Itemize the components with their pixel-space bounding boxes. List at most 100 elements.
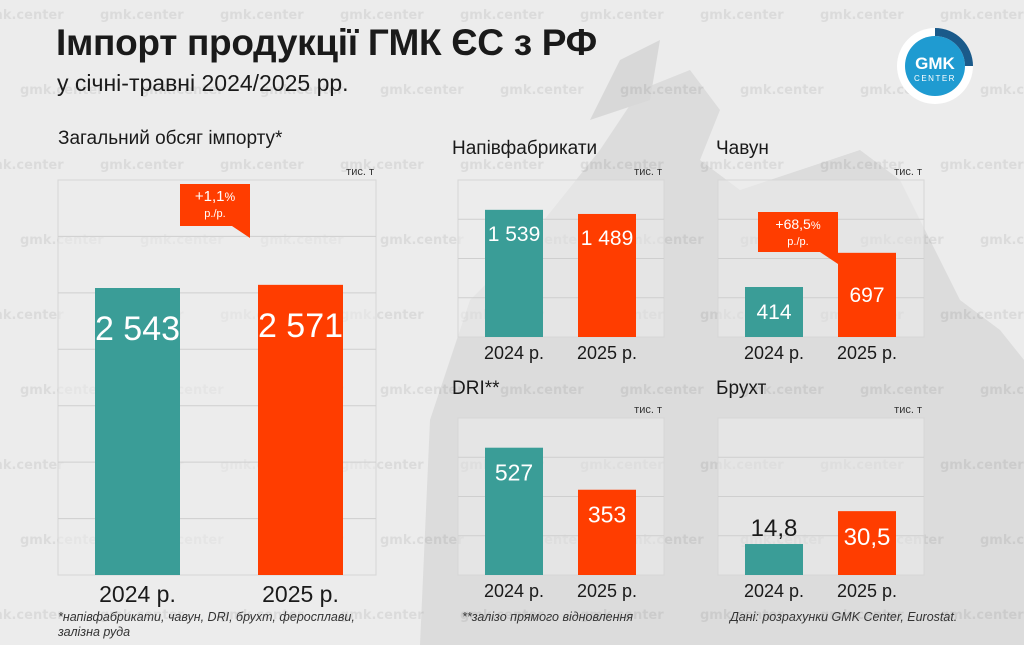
- bar-semis-2025: [578, 213, 636, 337]
- bar-total-2025: [258, 284, 343, 575]
- category-label-scrap: 2025 р.: [837, 581, 897, 601]
- change-pct-total: +1,1%: [195, 188, 236, 205]
- panel-title-total: Загальний обсяг імпорту*: [58, 128, 283, 149]
- watermark-text: gmk.center: [500, 83, 584, 98]
- watermark-text: gmk.center: [460, 608, 544, 623]
- watermark-text: gmk.center: [580, 608, 664, 623]
- watermark-text: gmk.center: [220, 8, 304, 23]
- watermark-text: gmk.center: [940, 158, 1024, 173]
- change-pct-pigiron: +68,5%: [775, 216, 820, 232]
- value-label-dri: 353: [588, 502, 626, 528]
- watermark-text: gmk.center: [380, 233, 464, 248]
- bar-dri-2025: [578, 489, 636, 575]
- watermark-text: gmk.center: [980, 83, 1024, 98]
- change-badge-pointer: [820, 252, 838, 264]
- panel-title-pigiron: Чавун: [716, 138, 769, 159]
- watermark-text: gmk.center: [940, 608, 1024, 623]
- watermark-text: gmk.center: [0, 158, 64, 173]
- watermark-text: gmk.center: [140, 83, 224, 98]
- watermark-text: gmk.center: [500, 383, 584, 398]
- page-subtitle: у січні-травні 2024/2025 рр.: [57, 70, 349, 96]
- watermark-text: gmk.center: [260, 83, 344, 98]
- unit-label-dri: тис. т: [634, 404, 662, 416]
- watermark-text: gmk.center: [820, 608, 904, 623]
- change-badge-pigiron: [758, 212, 838, 252]
- category-label-semis: 2024 р.: [484, 343, 544, 363]
- change-badge-total: [180, 184, 250, 226]
- footnote-left: *напівфабрикати, чавун, DRI, брухт, феро…: [58, 610, 355, 639]
- watermark-text: gmk.center: [380, 383, 464, 398]
- bar-dri-2024: [485, 447, 543, 575]
- watermark-text: gmk.center: [340, 608, 424, 623]
- category-label-semis: 2025 р.: [577, 343, 637, 363]
- watermark-text: gmk.center: [20, 83, 104, 98]
- footnote-middle: **залізо прямого відновлення: [462, 610, 634, 624]
- page-title: Імпорт продукції ГМК ЄС з РФ: [56, 22, 597, 63]
- gmk-center-logo: GMK CENTER: [897, 28, 973, 104]
- bar-pigiron-2025: [838, 252, 896, 337]
- watermark-text: gmk.center: [100, 8, 184, 23]
- logo-text-center: CENTER: [914, 74, 956, 83]
- category-label-total: 2024 р.: [99, 581, 176, 607]
- watermark-text: gmk.center: [820, 158, 904, 173]
- change-unit-total: р./р.: [204, 208, 225, 220]
- category-label-pigiron: 2024 р.: [744, 343, 804, 363]
- watermark-text: gmk.center: [0, 608, 64, 623]
- value-label-total: 2 571: [258, 307, 343, 345]
- watermark-text: gmk.center: [0, 458, 64, 473]
- watermark-text: gmk.center: [380, 533, 464, 548]
- watermark-text: gmk.center: [580, 158, 664, 173]
- value-label-total: 2 543: [95, 310, 180, 348]
- watermark-text: gmk.center: [700, 608, 784, 623]
- watermark-text: gmk.center: [220, 158, 304, 173]
- logo-text-gmk: GMK: [915, 54, 955, 73]
- bar-semis-2024: [485, 209, 543, 337]
- value-label-semis: 1 539: [488, 223, 541, 246]
- value-label-pigiron: 697: [849, 284, 884, 307]
- category-label-pigiron: 2025 р.: [837, 343, 897, 363]
- value-label-scrap: 14,8: [751, 515, 798, 542]
- change-unit-pigiron: р./р.: [787, 236, 808, 248]
- watermark-text: gmk.center: [980, 233, 1024, 248]
- category-label-dri: 2025 р.: [577, 581, 637, 601]
- watermark-text: gmk.center: [620, 83, 704, 98]
- panel-title-dri: DRI**: [452, 378, 500, 399]
- category-label-scrap: 2024 р.: [744, 581, 804, 601]
- unit-label-pigiron: тис. т: [894, 166, 922, 178]
- value-label-semis: 1 489: [581, 227, 634, 250]
- watermark-text: gmk.center: [340, 8, 424, 23]
- watermark-text: gmk.center: [340, 158, 424, 173]
- value-label-pigiron: 414: [756, 301, 791, 324]
- value-label-dri: 527: [495, 460, 533, 486]
- unit-label-semis: тис. т: [634, 166, 662, 178]
- watermark-text: gmk.center: [0, 8, 64, 23]
- unit-label-total: тис. т: [346, 166, 374, 178]
- panel-title-scrap: Брухт: [716, 378, 767, 399]
- watermark-text: gmk.center: [700, 8, 784, 23]
- watermark-text: gmk.center: [460, 8, 544, 23]
- watermark-text: gmk.center: [100, 608, 184, 623]
- watermark-text: gmk.center: [860, 383, 944, 398]
- value-label-scrap: 30,5: [844, 524, 891, 551]
- panel-title-semis: Напівфабрикати: [452, 138, 598, 159]
- category-label-dri: 2024 р.: [484, 581, 544, 601]
- watermark-text: gmk.center: [0, 308, 64, 323]
- watermark-text: gmk.center: [940, 8, 1024, 23]
- watermark-text: gmk.center: [940, 308, 1024, 323]
- watermark-text: gmk.center: [820, 8, 904, 23]
- bar-scrap-2024: [745, 544, 803, 575]
- footnote-right: Дані: розрахунки GMK Center, Eurostat.: [730, 610, 958, 624]
- category-label-total: 2025 р.: [262, 581, 339, 607]
- watermark-text: gmk.center: [580, 8, 664, 23]
- watermark-text: gmk.center: [980, 383, 1024, 398]
- watermark-text: gmk.center: [620, 383, 704, 398]
- unit-label-scrap: тис. т: [894, 404, 922, 416]
- bar-pigiron-2024: [745, 287, 803, 337]
- watermark-text: gmk.center: [740, 383, 824, 398]
- watermark-text: gmk.center: [380, 83, 464, 98]
- watermark-text: gmk.center: [460, 158, 544, 173]
- watermark-text: gmk.center: [700, 158, 784, 173]
- watermark-text: gmk.center: [980, 533, 1024, 548]
- change-badge-pointer: [232, 226, 250, 238]
